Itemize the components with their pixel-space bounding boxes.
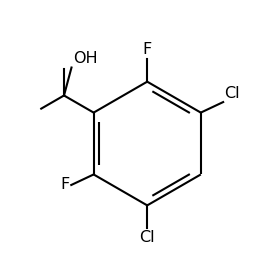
Text: Cl: Cl	[224, 86, 240, 101]
Text: OH: OH	[73, 51, 97, 66]
Text: F: F	[143, 42, 152, 57]
Text: Cl: Cl	[139, 230, 155, 246]
Text: F: F	[61, 177, 70, 193]
